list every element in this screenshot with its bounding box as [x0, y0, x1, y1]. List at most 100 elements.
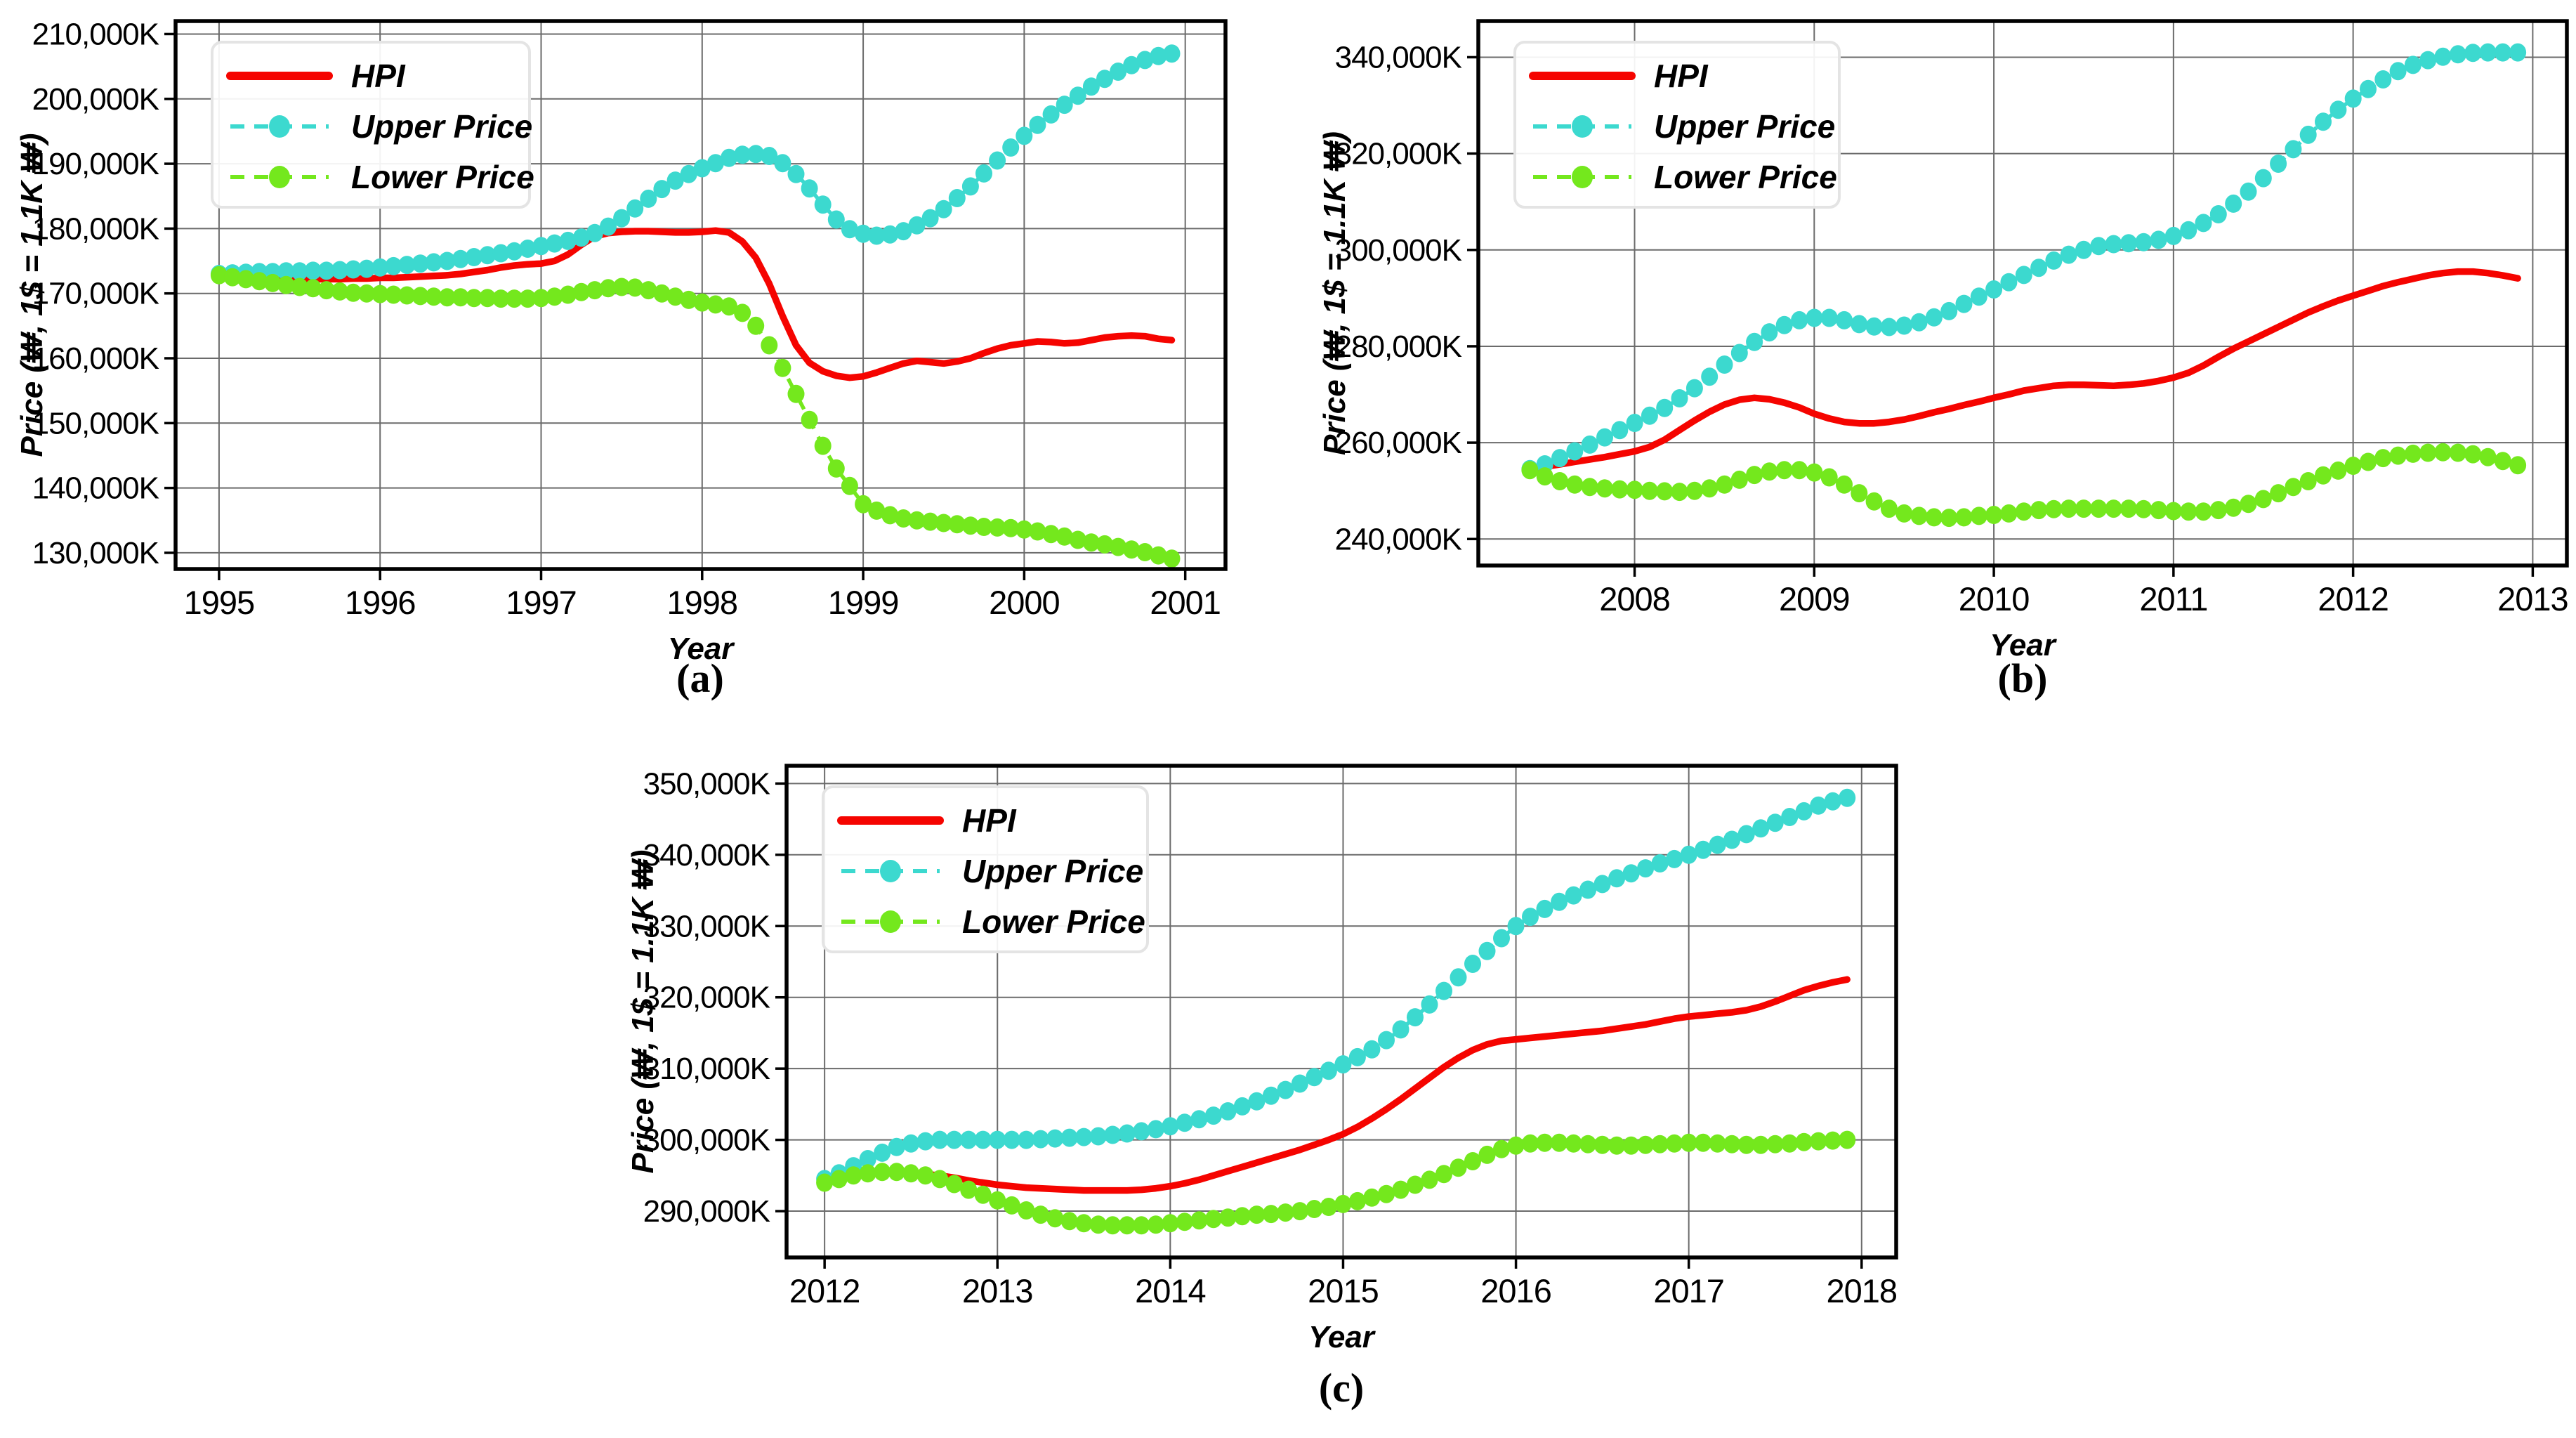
lower-marker — [734, 303, 751, 322]
upper-marker — [2270, 155, 2287, 173]
upper-marker — [1637, 859, 1655, 878]
lower-marker — [2254, 490, 2272, 509]
lower-marker — [888, 1163, 905, 1182]
lower-marker — [210, 266, 228, 285]
lower-marker — [1060, 1212, 1078, 1231]
lower-marker — [1701, 479, 1719, 498]
upper-marker — [2494, 43, 2511, 62]
upper-marker — [559, 231, 577, 250]
lower-marker — [902, 1164, 920, 1183]
upper-marker — [1695, 840, 1712, 859]
lower-marker — [1766, 1135, 1784, 1153]
upper-marker — [693, 159, 711, 178]
lower-marker — [761, 336, 778, 355]
lower-marker — [479, 289, 497, 308]
lower-marker — [2015, 502, 2032, 521]
upper-marker — [1795, 802, 1813, 821]
lower-marker — [747, 316, 765, 335]
legend-label-upper: Upper Price — [962, 853, 1143, 889]
lower-marker — [1910, 506, 1928, 525]
upper-marker — [1450, 968, 1467, 987]
upper-marker — [1608, 869, 1626, 888]
legend-lower-marker-icon — [1572, 166, 1593, 188]
lower-marker — [2434, 443, 2452, 462]
x-tick-label: 1995 — [184, 584, 255, 621]
upper-marker — [2195, 214, 2212, 233]
lower-marker — [1581, 478, 1598, 497]
lower-marker — [626, 278, 644, 297]
legend-box — [211, 41, 531, 209]
upper-marker — [1306, 1068, 1323, 1087]
caption-c: (c) — [1319, 1365, 1364, 1411]
lower-marker — [1985, 506, 2003, 524]
lower-marker — [1536, 467, 1553, 486]
lower-marker — [1566, 475, 1584, 494]
lower-marker — [264, 273, 282, 292]
lower-marker — [1955, 508, 1973, 527]
upper-marker — [1163, 44, 1181, 63]
upper-marker — [961, 177, 979, 196]
upper-marker — [1435, 981, 1452, 1000]
lower-marker — [1641, 481, 1658, 500]
lower-marker — [989, 518, 1006, 537]
lower-marker — [1730, 470, 1748, 489]
lower-marker — [1002, 518, 1020, 537]
legend-upper-marker-icon — [1572, 115, 1593, 138]
upper-marker — [1421, 995, 1438, 1014]
upper-marker — [935, 200, 952, 218]
upper-marker — [1032, 1130, 1049, 1149]
lower-marker — [916, 1166, 934, 1185]
upper-marker — [1075, 1127, 1093, 1146]
y-axis-label: Price (₩, 1$ = 1.1K ₩) — [626, 850, 660, 1174]
x-tick-label: 1999 — [828, 584, 899, 621]
upper-marker — [1046, 1129, 1064, 1148]
plot-border — [173, 19, 1228, 571]
lower-marker — [1880, 499, 1898, 518]
upper-marker — [1752, 819, 1770, 838]
upper-marker — [1730, 344, 1748, 362]
lower-marker — [1075, 1214, 1093, 1233]
upper-marker — [1233, 1097, 1251, 1116]
upper-marker — [1016, 126, 1033, 145]
lower-marker — [1820, 468, 1838, 487]
x-tick-label: 2013 — [962, 1272, 1033, 1309]
upper-marker — [2075, 240, 2092, 259]
lower-marker — [989, 1191, 1006, 1210]
upper-marker — [2404, 55, 2421, 74]
lower-marker — [1795, 1132, 1813, 1151]
lower-marker — [2494, 452, 2511, 471]
y-tick-label: 280,000K — [1335, 329, 1462, 364]
lower-marker — [1435, 1165, 1452, 1184]
lower-marker — [1522, 1134, 1539, 1153]
lower-marker — [2075, 499, 2092, 518]
upper-marker — [2000, 273, 2018, 292]
upper-marker — [1781, 808, 1799, 826]
lower-marker — [774, 358, 791, 377]
upper-marker — [1746, 332, 1763, 351]
x-tick-label: 2016 — [1480, 1272, 1551, 1309]
lower-marker — [1190, 1211, 1208, 1230]
lower-marker — [1291, 1202, 1308, 1221]
lower-marker — [1407, 1175, 1424, 1194]
lower-marker — [921, 512, 939, 531]
lower-marker — [2360, 452, 2377, 471]
upper-marker — [1392, 1020, 1409, 1039]
upper-marker — [1579, 880, 1597, 899]
lower-marker — [1029, 522, 1046, 541]
y-tick-label: 240,000K — [1335, 522, 1462, 556]
y-tick-label: 210,000K — [32, 17, 159, 51]
upper-marker — [1985, 280, 2003, 299]
lower-marker — [1666, 1134, 1683, 1153]
lower-marker — [1150, 546, 1167, 565]
lower-marker — [841, 476, 858, 495]
upper-marker — [1581, 435, 1598, 454]
upper-marker — [613, 209, 631, 228]
upper-marker — [1176, 1113, 1193, 1132]
lower-marker — [546, 287, 563, 306]
lower-marker — [1233, 1207, 1251, 1226]
legend-box — [1513, 41, 1841, 209]
upper-marker — [2285, 140, 2302, 159]
upper-marker — [1671, 389, 1688, 407]
lower-marker — [1824, 1131, 1841, 1150]
